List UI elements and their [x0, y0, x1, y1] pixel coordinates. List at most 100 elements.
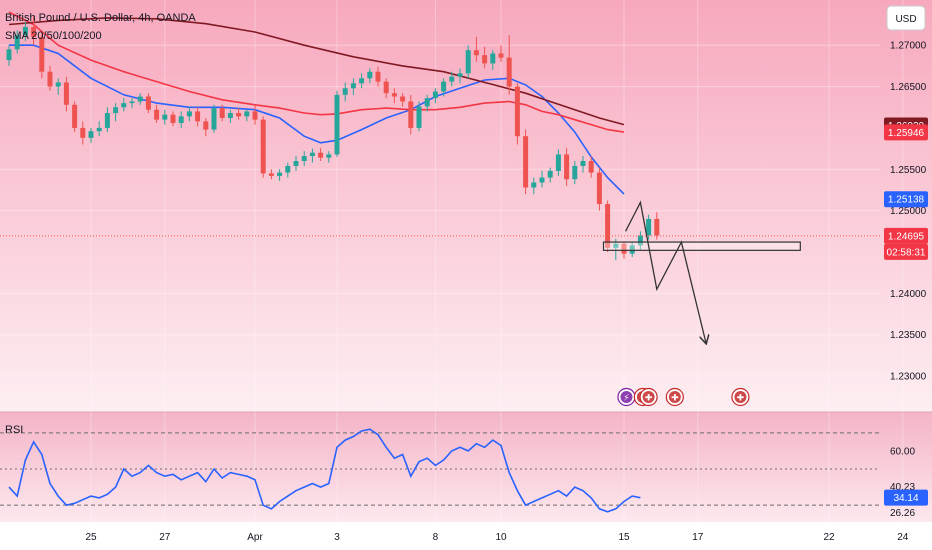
candle[interactable]: [63, 76, 69, 112]
candle[interactable]: [490, 50, 496, 71]
candle[interactable]: [39, 32, 45, 79]
candle[interactable]: [326, 151, 332, 163]
projection-path[interactable]: [625, 200, 706, 343]
candle[interactable]: [391, 88, 397, 104]
candle[interactable]: [104, 107, 110, 133]
price-label-tag[interactable]: 1.25138: [884, 191, 928, 208]
uk-flag-event-icon[interactable]: ✚: [731, 387, 750, 407]
uk-flag-event-icon[interactable]: ✚: [639, 387, 658, 407]
candle[interactable]: [129, 98, 135, 109]
candle[interactable]: [96, 121, 102, 137]
candle[interactable]: [629, 242, 635, 257]
time-axis[interactable]: 25 27 Apr 3 8 10 15 17 22 24: [85, 532, 908, 543]
candle[interactable]: [555, 149, 561, 176]
currency-button[interactable]: USD: [886, 5, 926, 31]
candle[interactable]: [457, 68, 463, 84]
candle[interactable]: [449, 71, 455, 87]
candle[interactable]: [145, 93, 151, 114]
candle[interactable]: [268, 169, 274, 180]
candle[interactable]: [334, 90, 340, 157]
candle[interactable]: [55, 78, 61, 95]
candle[interactable]: [178, 111, 184, 128]
lightning-event-icon[interactable]: ⚡: [617, 387, 636, 407]
candle[interactable]: [637, 231, 643, 251]
candle[interactable]: [441, 78, 447, 97]
candle[interactable]: [564, 147, 570, 186]
candle[interactable]: [359, 73, 365, 89]
candle[interactable]: [121, 98, 127, 112]
candle[interactable]: [605, 200, 611, 252]
candle[interactable]: [285, 162, 291, 178]
candle[interactable]: [236, 108, 242, 120]
candle[interactable]: [252, 104, 258, 125]
candle[interactable]: [350, 78, 356, 95]
price-axis[interactable]: 1.27000 1.26500 1.25500 1.25000 1.24000 1.235…: [884, 41, 928, 383]
candle[interactable]: [506, 35, 512, 95]
candle[interactable]: [227, 109, 233, 123]
candle[interactable]: [465, 45, 471, 79]
candle[interactable]: [14, 30, 20, 54]
candle[interactable]: [137, 93, 143, 105]
candle[interactable]: [596, 167, 602, 211]
candle[interactable]: [498, 45, 504, 62]
price-label-tag[interactable]: 1.24695 02:58:31: [884, 227, 928, 260]
candle[interactable]: [367, 68, 373, 84]
candle[interactable]: [88, 127, 94, 143]
candle[interactable]: [301, 151, 307, 166]
event-markers[interactable]: ⚡✚✚✚✚: [617, 387, 750, 407]
candle[interactable]: [80, 121, 86, 145]
candle[interactable]: [588, 156, 594, 178]
candle[interactable]: [72, 101, 78, 133]
countdown-bg: [884, 243, 928, 260]
candle-body: [555, 154, 561, 171]
candlestick-series[interactable]: [6, 16, 660, 261]
candle[interactable]: [580, 156, 586, 173]
candle[interactable]: [375, 66, 381, 87]
candle[interactable]: [654, 212, 660, 240]
candle[interactable]: [260, 116, 266, 178]
candle[interactable]: [523, 129, 529, 195]
projection-arrow[interactable]: [625, 200, 706, 343]
candle[interactable]: [186, 106, 192, 122]
candle[interactable]: [113, 103, 119, 122]
candle[interactable]: [195, 107, 201, 127]
candle[interactable]: [293, 156, 299, 171]
candle[interactable]: [539, 170, 545, 188]
candle[interactable]: [514, 83, 520, 145]
candle[interactable]: [342, 82, 348, 102]
candle[interactable]: [162, 109, 168, 125]
candle[interactable]: [432, 88, 438, 104]
candle[interactable]: [400, 93, 406, 107]
candle[interactable]: [383, 78, 389, 99]
rsi-last-value-tag[interactable]: 34.14: [884, 489, 928, 506]
candle[interactable]: [572, 161, 578, 185]
candle[interactable]: [211, 104, 217, 133]
candle[interactable]: [203, 118, 209, 137]
candle[interactable]: [473, 36, 479, 62]
candle-body: [441, 81, 447, 92]
uk-flag-event-icon[interactable]: ✚: [665, 387, 684, 407]
candle[interactable]: [31, 16, 37, 46]
candle[interactable]: [219, 104, 225, 122]
candle[interactable]: [482, 46, 488, 69]
candle[interactable]: [22, 22, 28, 42]
price-label-tag[interactable]: 1.25946: [884, 124, 928, 141]
candle[interactable]: [424, 94, 430, 112]
candle[interactable]: [318, 147, 324, 162]
candle[interactable]: [244, 109, 250, 122]
support-zone-box[interactable]: [602, 241, 801, 251]
indicator-label[interactable]: SMA 20/50/100/200: [5, 30, 102, 42]
candle[interactable]: [408, 94, 414, 135]
support-zone[interactable]: [602, 241, 801, 251]
candle[interactable]: [416, 101, 422, 132]
candle[interactable]: [531, 177, 537, 195]
candle[interactable]: [170, 111, 176, 127]
candle[interactable]: [154, 104, 160, 123]
candle[interactable]: [6, 45, 12, 66]
candle[interactable]: [547, 167, 553, 183]
candle[interactable]: [277, 169, 283, 181]
candle[interactable]: [47, 65, 53, 91]
candle[interactable]: [309, 148, 315, 163]
